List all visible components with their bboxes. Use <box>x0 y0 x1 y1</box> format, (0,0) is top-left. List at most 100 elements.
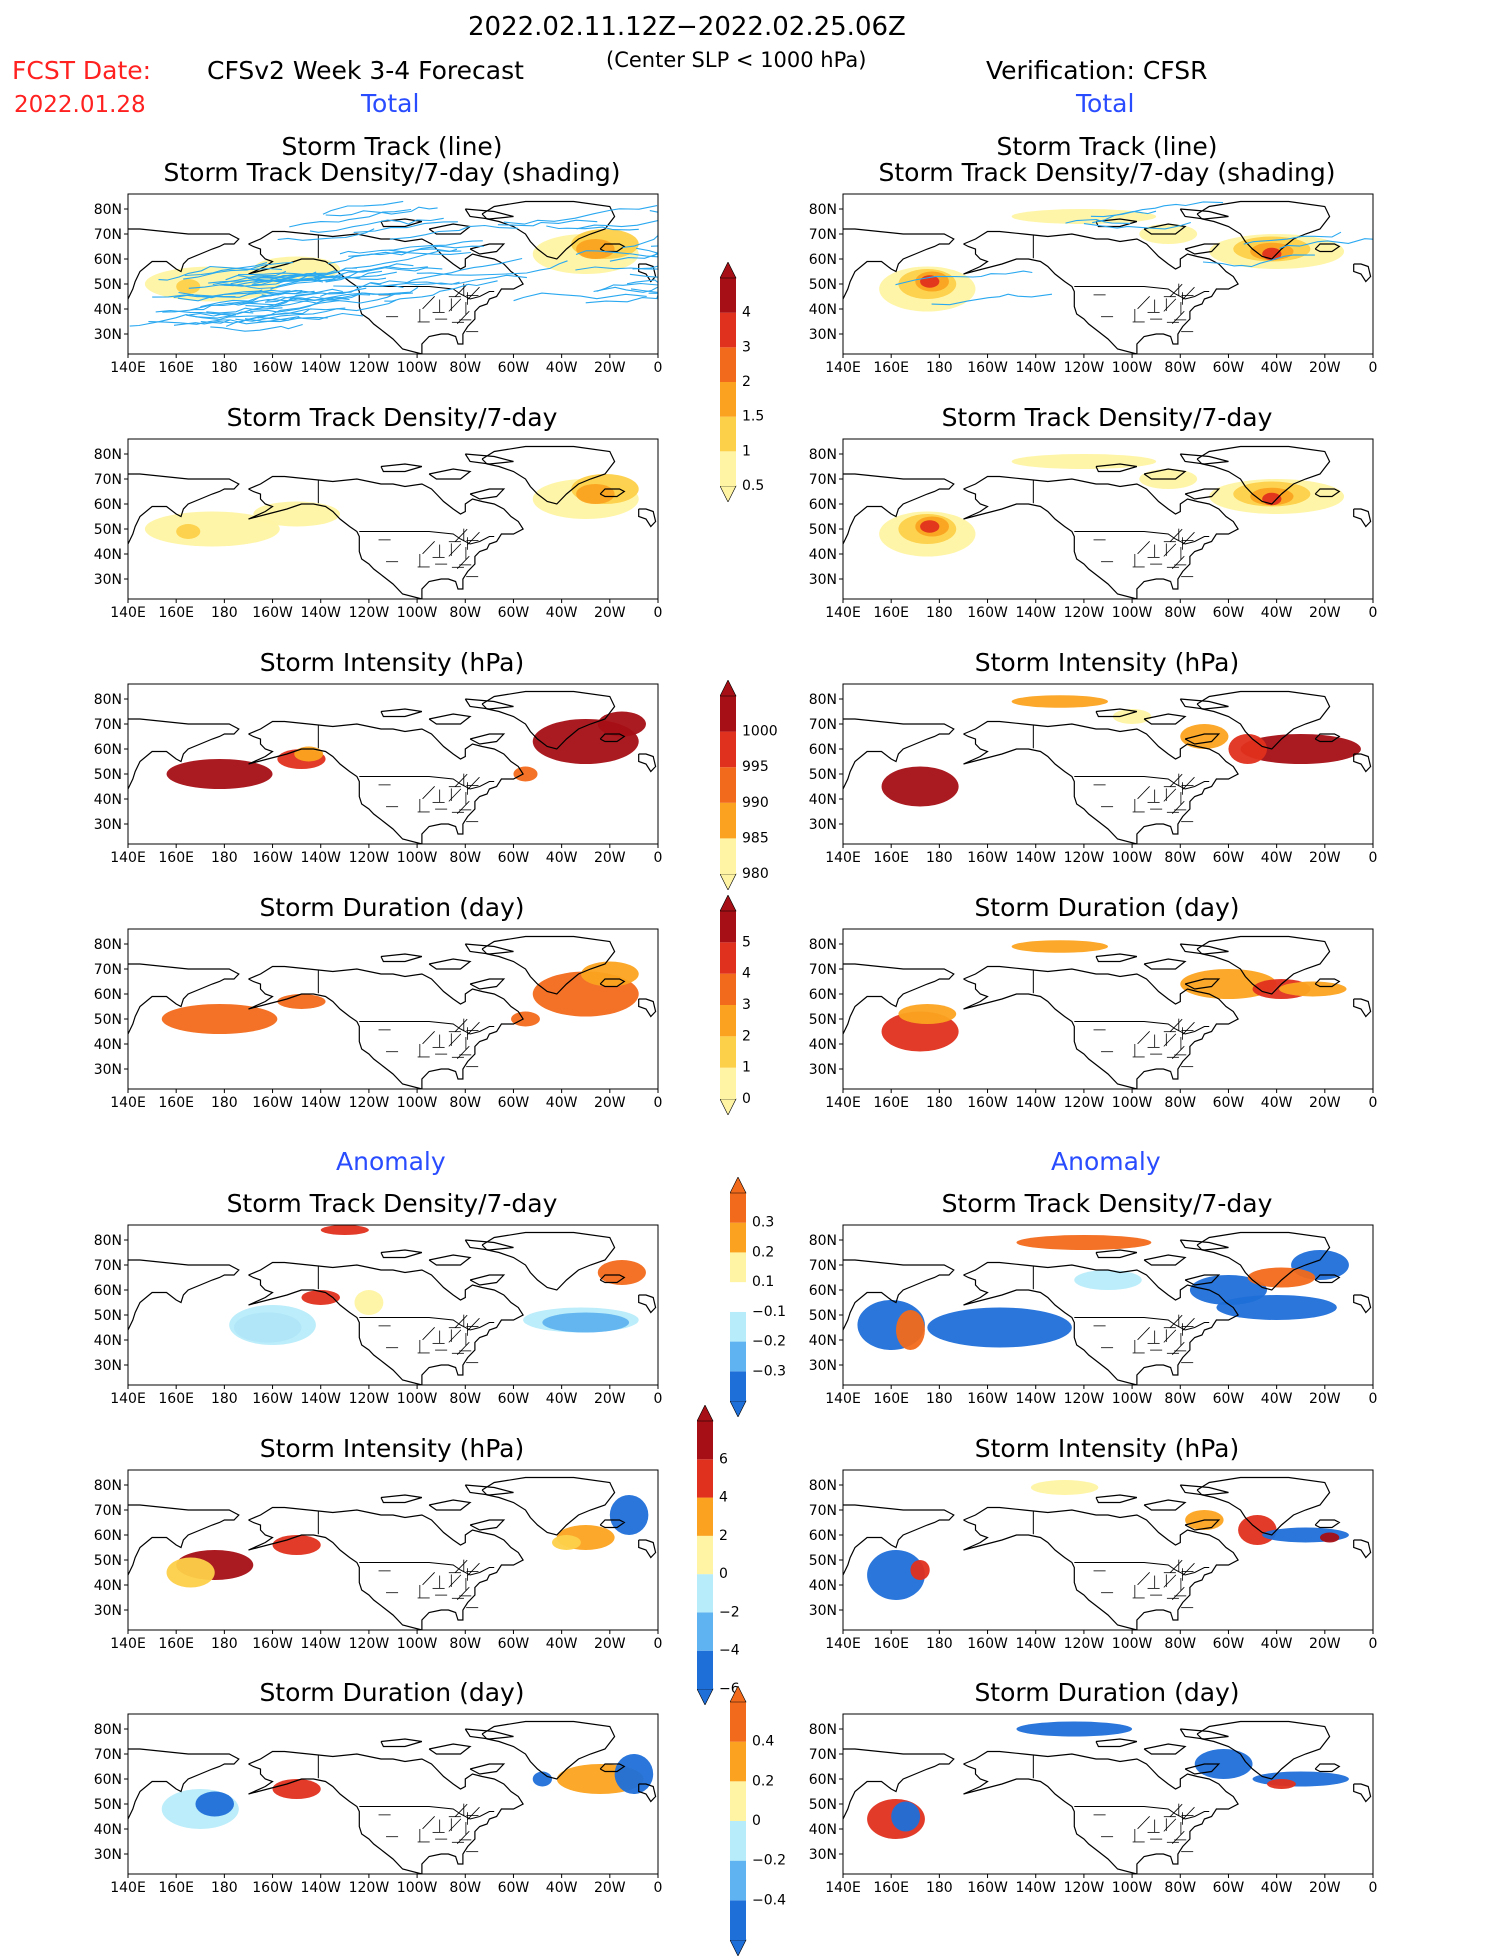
lon-tick-label: 180 <box>926 1391 953 1407</box>
lon-tick-label: 140W <box>1015 1880 1056 1896</box>
lat-tick-label: 30N <box>94 327 122 343</box>
lon-tick-label: 40W <box>546 360 578 376</box>
colorbar: 4 3 2 1.5 1 0.5 <box>719 261 790 506</box>
lat-tick-label: 80N <box>94 1722 122 1738</box>
lon-tick-label: 60W <box>498 1095 530 1111</box>
lon-tick-label: 120W <box>349 605 390 621</box>
lat-tick-label: 40N <box>809 302 837 318</box>
lon-tick-label: 20W <box>1309 605 1341 621</box>
colorbar-label: 0.3 <box>752 1215 774 1231</box>
lat-tick-label: 80N <box>94 937 122 953</box>
lon-tick-label: 80W <box>1164 1095 1196 1111</box>
lat-tick-label: 80N <box>94 1478 122 1494</box>
lat-tick-label: 30N <box>94 1358 122 1374</box>
lon-tick-label: 20W <box>594 1095 626 1111</box>
lat-tick-label: 60N <box>809 252 837 268</box>
lon-tick-label: 100W <box>397 850 438 866</box>
lat-tick-label: 80N <box>94 447 122 463</box>
lon-tick-label: 80W <box>449 605 481 621</box>
lon-tick-label: 120W <box>1064 1095 1105 1111</box>
lon-tick-label: 80W <box>449 850 481 866</box>
lat-tick-label: 60N <box>809 497 837 513</box>
lon-tick-label: 20W <box>594 1636 626 1652</box>
lon-tick-label: 120W <box>1064 360 1105 376</box>
map-panel: 140E 160E 180 160W 140W 120W 100W 80W 60W 40W 20W 0… <box>809 1466 1377 1652</box>
colorbar-label: 1000 <box>742 724 778 740</box>
lon-tick-label: 160W <box>967 850 1008 866</box>
colorbar-label: 2 <box>742 1028 751 1044</box>
lon-tick-label: 80W <box>1164 360 1196 376</box>
lat-tick-label: 50N <box>94 1012 122 1028</box>
lat-tick-label: 50N <box>94 1308 122 1324</box>
lat-tick-label: 60N <box>809 1283 837 1299</box>
lon-tick-label: 140W <box>1015 1636 1056 1652</box>
lat-tick-label: 50N <box>94 277 122 293</box>
title-density-left: Storm Track Density/7-day <box>226 403 558 432</box>
lon-tick-label: 100W <box>397 1391 438 1407</box>
lon-tick-label: 0 <box>654 1095 663 1111</box>
lat-tick-label: 70N <box>94 1503 122 1519</box>
lon-tick-label: 40W <box>1261 1391 1293 1407</box>
lat-tick-label: 40N <box>94 792 122 808</box>
lon-tick-label: 120W <box>1064 1391 1105 1407</box>
lon-tick-label: 140E <box>825 1095 861 1111</box>
lon-tick-label: 120W <box>1064 1636 1105 1652</box>
lon-tick-label: 0 <box>1369 360 1378 376</box>
lat-tick-label: 60N <box>94 497 122 513</box>
lon-tick-label: 160E <box>158 850 194 866</box>
colorbar-label: 4 <box>719 1490 728 1506</box>
lon-tick-label: 140W <box>1015 1391 1056 1407</box>
lat-tick-label: 70N <box>809 227 837 243</box>
map-panel: 140E 160E 180 160W 140W 120W 100W 80W 60W 40W 20W 0… <box>809 1710 1377 1896</box>
lon-tick-label: 100W <box>397 605 438 621</box>
lat-tick-label: 70N <box>94 1258 122 1274</box>
colorbar-label: 1.5 <box>742 409 764 425</box>
lon-tick-label: 100W <box>1112 850 1153 866</box>
lat-tick-label: 40N <box>809 1578 837 1594</box>
lon-tick-label: 60W <box>1213 360 1245 376</box>
lon-tick-label: 120W <box>349 1636 390 1652</box>
lat-tick-label: 30N <box>809 1062 837 1078</box>
lon-tick-label: 180 <box>926 1636 953 1652</box>
lon-tick-label: 100W <box>397 360 438 376</box>
lat-tick-label: 40N <box>94 1822 122 1838</box>
lat-tick-label: 70N <box>94 962 122 978</box>
lon-tick-label: 160E <box>158 1391 194 1407</box>
lat-tick-label: 70N <box>94 472 122 488</box>
lon-tick-label: 20W <box>1309 1095 1341 1111</box>
lat-tick-label: 30N <box>809 1358 837 1374</box>
forecast-model-label: CFSv2 Week 3-4 Forecast <box>207 56 524 85</box>
lon-tick-label: 120W <box>349 1095 390 1111</box>
lon-tick-label: 80W <box>449 1391 481 1407</box>
lat-tick-label: 60N <box>809 1772 837 1788</box>
lat-tick-label: 30N <box>94 1062 122 1078</box>
colorbar-label: 0.5 <box>742 478 764 494</box>
lon-tick-label: 180 <box>211 1095 238 1111</box>
lon-tick-label: 160E <box>158 1880 194 1896</box>
colorbar-label: −4 <box>719 1643 740 1659</box>
lon-tick-label: 40W <box>1261 1880 1293 1896</box>
lon-tick-label: 180 <box>926 605 953 621</box>
lon-tick-label: 120W <box>1064 850 1105 866</box>
lon-tick-label: 120W <box>1064 1880 1105 1896</box>
colorbar-label: −2 <box>719 1604 740 1620</box>
lon-tick-label: 0 <box>1369 605 1378 621</box>
lat-tick-label: 40N <box>809 1822 837 1838</box>
lon-tick-label: 0 <box>654 1880 663 1896</box>
lat-tick-label: 30N <box>94 817 122 833</box>
lon-tick-label: 100W <box>1112 1095 1153 1111</box>
map-panel: 140E 160E 180 160W 140W 120W 100W 80W 60W 40W 20W 0… <box>809 435 1377 621</box>
lon-tick-label: 140W <box>300 850 341 866</box>
lat-tick-label: 30N <box>809 327 837 343</box>
lon-tick-label: 20W <box>594 1880 626 1896</box>
lat-tick-label: 50N <box>809 767 837 783</box>
lat-tick-label: 70N <box>809 1503 837 1519</box>
lat-tick-label: 70N <box>809 962 837 978</box>
lon-tick-label: 140E <box>825 605 861 621</box>
lat-tick-label: 30N <box>809 572 837 588</box>
lon-tick-label: 0 <box>654 360 663 376</box>
fcst-date-value: 2022.01.28 <box>14 92 146 118</box>
lon-tick-label: 80W <box>1164 1636 1196 1652</box>
lat-tick-label: 70N <box>809 472 837 488</box>
map-panel: 140E 160E 180 160W 140W 120W 100W 80W 60W 40W 20W 0… <box>94 925 662 1111</box>
